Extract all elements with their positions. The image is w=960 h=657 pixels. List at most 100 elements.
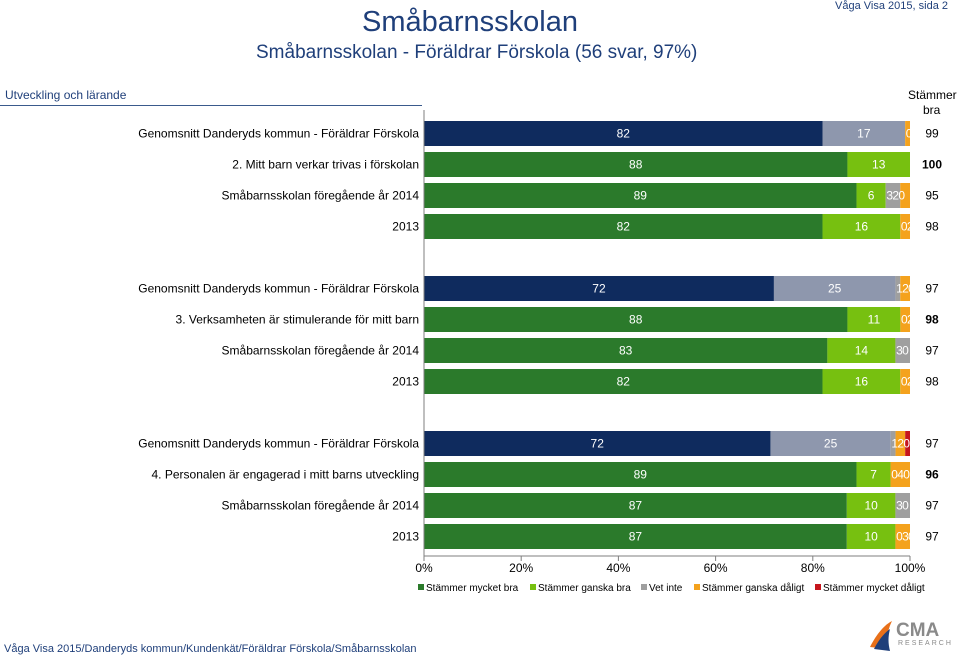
row-label: Småbarnsskolan föregående år 2014 <box>222 189 420 203</box>
row-total: 97 <box>925 530 939 544</box>
bar-segment <box>424 214 823 239</box>
legend-swatch <box>815 584 821 590</box>
row-label: Genomsnitt Danderyds kommun - Föräldrar … <box>138 437 419 451</box>
bar-value-label: 2 <box>897 437 904 451</box>
row-label: 2013 <box>392 530 419 544</box>
bar-value-label: 0 <box>902 344 909 358</box>
row-label: 3. Verksamheten är stimulerande för mitt… <box>176 313 419 327</box>
legend-label: Vet inte <box>649 583 683 594</box>
bar-value-label: 89 <box>634 189 648 203</box>
bar-value-label: 0 <box>908 282 915 296</box>
bar-segment <box>856 462 891 487</box>
bar-segment <box>905 121 910 146</box>
legend-swatch <box>418 584 424 590</box>
bar-value-label: 0 <box>913 313 920 327</box>
bar-segment <box>885 183 901 208</box>
legend-label: Stämmer ganska bra <box>538 583 631 594</box>
bar-segment <box>847 152 910 177</box>
bar-segment <box>424 431 771 456</box>
legend-label: Stämmer ganska dåligt <box>702 582 804 594</box>
row-label: 2013 <box>392 375 419 389</box>
row-total: 97 <box>925 282 939 296</box>
row-total: 95 <box>925 189 939 203</box>
bar-value-label: 1 <box>891 437 898 451</box>
bar-value-label: 0 <box>896 530 903 544</box>
bar-value-label: 0 <box>901 220 908 234</box>
bar-value-label: 0 <box>901 375 908 389</box>
bar-value-label: 0 <box>903 437 910 451</box>
bar-segment <box>856 183 886 208</box>
bar-value-label: 0 <box>901 313 908 327</box>
bar-value-label: 87 <box>629 530 643 544</box>
legend-label: Stämmer mycket bra <box>426 583 519 594</box>
bar-value-label: 2 <box>907 220 914 234</box>
bar-segment <box>822 214 901 239</box>
bar-segment <box>773 276 896 301</box>
logo-subtext: RESEARCH <box>898 640 953 647</box>
bar-value-label: 82 <box>617 375 631 389</box>
bar-segment <box>424 121 823 146</box>
bar-value-label: 16 <box>855 220 869 234</box>
bar-segment <box>900 307 910 332</box>
cma-logo-icon <box>870 621 892 651</box>
bar-value-label: 25 <box>828 282 842 296</box>
row-total: 98 <box>925 375 939 389</box>
bar-segment <box>424 524 847 549</box>
bar-segment <box>424 493 847 518</box>
total-column-header-line1: Stämmer <box>908 88 957 102</box>
bar-segment <box>822 369 901 394</box>
bar-segment <box>890 431 896 456</box>
bar-value-label: 0 <box>903 468 910 482</box>
bar-value-label: 2 <box>892 189 899 203</box>
row-label: 2013 <box>392 220 419 234</box>
bar-value-label: 3 <box>896 499 903 513</box>
bar-value-label: 3 <box>896 344 903 358</box>
bar-value-label: 89 <box>634 468 648 482</box>
bar-segment <box>900 183 910 208</box>
bar-value-label: 14 <box>855 344 869 358</box>
row-total: 98 <box>925 220 939 234</box>
bar-segment <box>424 369 823 394</box>
bar-segment <box>890 462 910 487</box>
bar-segment <box>424 462 857 487</box>
bar-segment <box>424 307 848 332</box>
bar-value-label: 83 <box>619 344 633 358</box>
bar-value-label: 72 <box>592 282 606 296</box>
page-subtitle: Småbarnsskolan - Föräldrar Förskola (56 … <box>256 42 698 63</box>
bar-value-label: 6 <box>868 189 875 203</box>
bar-value-label: 0 <box>912 127 919 141</box>
row-label: Genomsnitt Danderyds kommun - Föräldrar … <box>138 127 419 141</box>
bar-value-label: 2 <box>907 375 914 389</box>
bar-value-label: 25 <box>824 437 838 451</box>
bar-value-label: 1 <box>896 282 903 296</box>
row-label: 4. Personalen är engagerad i mitt barns … <box>152 468 420 482</box>
bar-segment <box>822 121 906 146</box>
bar-value-label: 0 <box>898 189 905 203</box>
bar-segment <box>424 152 848 177</box>
bar-value-label: 11 <box>868 313 881 327</box>
row-total: 100 <box>922 158 942 172</box>
bar-segment <box>827 338 896 363</box>
row-total: 98 <box>925 313 939 327</box>
bar-value-label: 0 <box>902 499 909 513</box>
bar-value-label: 3 <box>902 530 909 544</box>
bar-segment <box>900 276 910 301</box>
bar-segment <box>846 524 896 549</box>
bar-segment <box>424 276 774 301</box>
bar-segment <box>895 524 910 549</box>
x-tick-label: 80% <box>801 561 825 575</box>
bar-value-label: 13 <box>872 158 886 172</box>
bar-value-label: 0 <box>911 158 918 172</box>
x-tick-label: 40% <box>606 561 630 575</box>
row-label: Genomsnitt Danderyds kommun - Föräldrar … <box>138 282 419 296</box>
legend-label: Stämmer mycket dåligt <box>823 582 925 594</box>
bar-value-label: 4 <box>897 468 904 482</box>
bar-segment <box>900 369 910 394</box>
bar-value-label: 2 <box>907 313 914 327</box>
bar-value-label: 10 <box>864 530 878 544</box>
bar-segment <box>846 493 896 518</box>
bar-segment <box>895 276 901 301</box>
total-column-header-line2: bra <box>923 103 941 117</box>
footer-path: Våga Visa 2015/Danderyds kommun/Kundenkä… <box>4 643 417 655</box>
